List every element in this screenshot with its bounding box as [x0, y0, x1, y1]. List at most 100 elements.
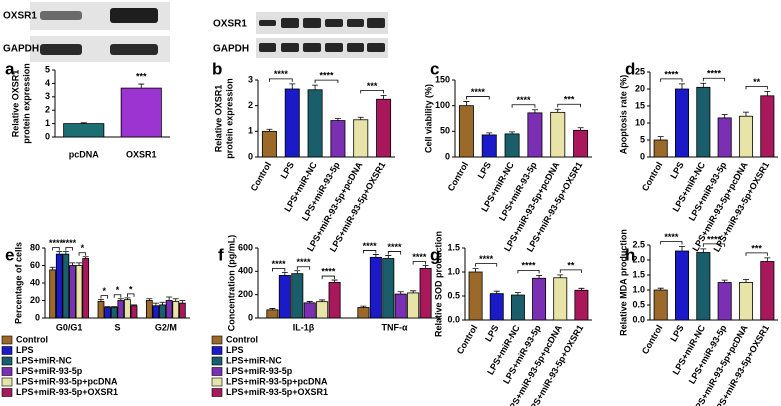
y-axis-label: protein expression: [224, 78, 234, 159]
error-bar: [289, 83, 296, 89]
error-bar: [463, 101, 470, 106]
blot-b: OXSR1 GAPDH: [213, 12, 388, 58]
legend-label: LPS+miR-93-5p+pcDNA: [16, 376, 118, 386]
significance-bracket: [466, 96, 490, 100]
significance: ****: [49, 238, 64, 248]
bar: [328, 282, 341, 319]
bar: [124, 299, 131, 319]
legend-swatch: [211, 367, 223, 376]
y-tick-label: 0.5: [447, 290, 460, 300]
legend-label: LPS: [226, 345, 244, 355]
blot-band: [259, 43, 276, 52]
significance: ****: [321, 266, 336, 276]
significance: ***: [751, 243, 762, 253]
bar: [717, 117, 732, 158]
error-bar: [554, 108, 561, 113]
bar: [696, 86, 711, 158]
y-axis-label: Relative MDA production: [618, 229, 628, 336]
bar: [717, 282, 732, 321]
error-bar: [764, 257, 771, 262]
y-axis-label: Cell viability (%): [423, 84, 433, 153]
x-tick-label: Control: [446, 160, 471, 193]
error-bar: [334, 118, 341, 121]
error-bar: [422, 265, 429, 269]
blot-band: [40, 11, 82, 20]
y-tick-label: 40: [30, 277, 40, 287]
y-tick-label: 60: [30, 260, 40, 270]
legend-label: Control: [16, 334, 48, 344]
error-bar: [49, 266, 56, 270]
significance: ****: [296, 257, 311, 267]
significance: ****: [387, 242, 402, 252]
y-tick-label: 1.5: [632, 269, 645, 279]
error-bar: [360, 305, 367, 308]
bar: [120, 87, 162, 138]
significance: ****: [62, 238, 77, 248]
y-tick-label: 3: [45, 91, 50, 101]
error-bar: [700, 82, 707, 88]
y-tick-label: 25: [635, 66, 645, 76]
significance-bracket: [65, 247, 73, 251]
bar: [489, 293, 504, 321]
bar: [369, 256, 382, 319]
y-tick-label: 1: [45, 118, 50, 128]
significance: ****: [363, 241, 378, 251]
bar: [394, 293, 407, 319]
error-bar: [69, 262, 76, 266]
significance: ****: [274, 69, 289, 79]
bar: [573, 129, 589, 158]
blot-band: [110, 44, 158, 55]
significance-bracket: [660, 241, 683, 245]
error-bar: [266, 128, 273, 132]
x-tick-label: LPS: [483, 323, 500, 343]
significance-bracket: [127, 293, 135, 297]
legend-label: LPS+miR-93-5p+OXSR1: [226, 387, 328, 397]
significance-bracket: [517, 269, 540, 274]
error-bar: [764, 90, 771, 96]
y-tick-label: 2.0: [632, 254, 645, 264]
legend-swatch: [211, 388, 223, 397]
legend-swatch: [1, 335, 13, 345]
y-tick-label: 400: [238, 266, 253, 276]
blot-band: [325, 19, 343, 27]
error-bar: [531, 109, 538, 113]
bar: [159, 304, 166, 319]
error-bar: [679, 246, 685, 251]
y-tick-label: 1.0: [632, 284, 645, 294]
y-axis-label: Concentration (pg/mL): [226, 235, 236, 332]
significance-bracket: [52, 247, 60, 251]
y-axis-label: Percentage of cells: [13, 242, 23, 324]
x-tick-label: S: [114, 322, 120, 332]
error-bar: [721, 114, 728, 118]
bar: [458, 105, 474, 158]
bar: [468, 271, 483, 321]
y-tick-label: 0.0: [447, 314, 460, 324]
bar: [178, 302, 186, 319]
x-tick-label: LPS: [279, 160, 296, 180]
significance: ****: [319, 71, 334, 81]
bar: [510, 294, 525, 321]
significance: *: [116, 285, 120, 295]
bar: [738, 282, 754, 321]
error-bar: [62, 251, 69, 255]
error-bar: [56, 251, 63, 255]
x-tick-label: pcDNA: [69, 149, 100, 159]
significance: ****: [516, 95, 531, 105]
significance: ***: [367, 81, 378, 91]
y-tick-label: 600: [238, 242, 253, 252]
bar: [316, 301, 329, 319]
legend-swatch: [211, 346, 223, 355]
significance-bracket: [557, 103, 581, 108]
significance-bracket: [314, 79, 339, 84]
significance-bracket: [363, 250, 377, 254]
significance-bracket: [412, 261, 426, 265]
significance-bracket: [745, 252, 768, 256]
legend-swatch: [211, 377, 223, 387]
significance: *: [129, 284, 133, 294]
significance-bracket: [296, 266, 311, 270]
significance: *: [103, 286, 107, 296]
bar: [330, 120, 346, 158]
error-bar: [331, 279, 338, 283]
bar: [62, 253, 70, 319]
significance-bracket: [660, 78, 683, 82]
